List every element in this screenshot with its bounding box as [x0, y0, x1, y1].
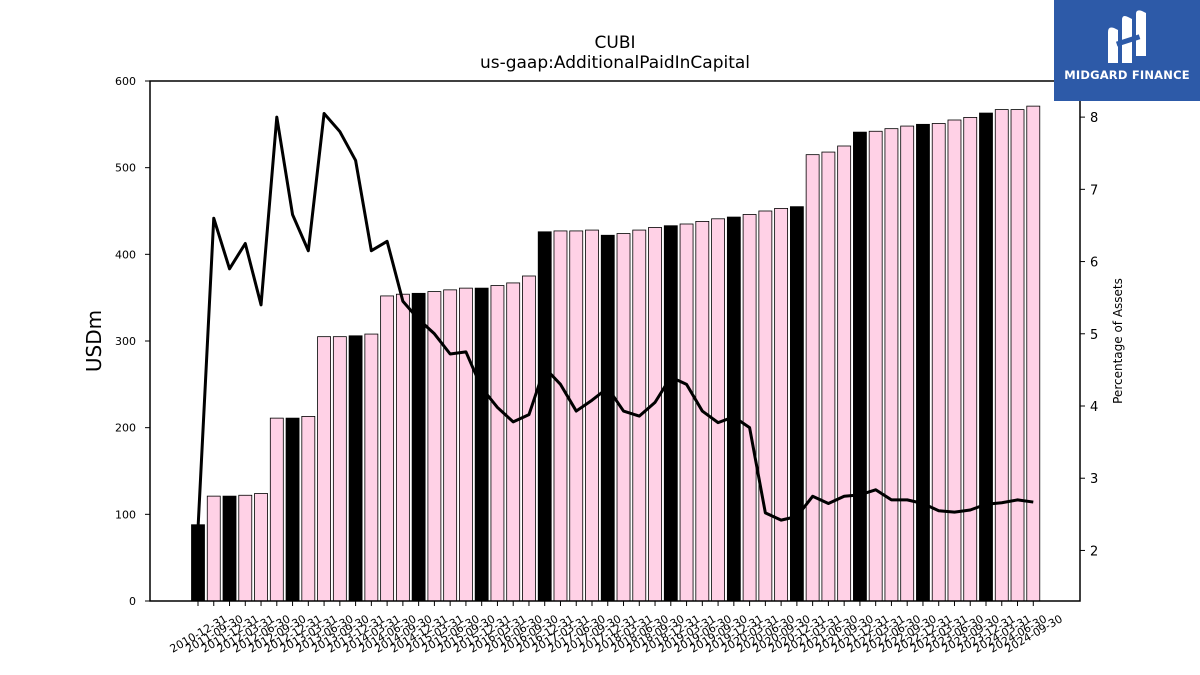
chart-title: CUBI [595, 33, 636, 53]
bar-2011-12-31 [222, 495, 237, 602]
y2-tick-label: 3 [1090, 472, 1098, 487]
bar-2015-09-30 [459, 287, 473, 602]
y-tick-label: 500 [115, 162, 136, 175]
y-tick-label: 300 [115, 335, 136, 348]
y2-tick-label: 7 [1090, 183, 1098, 198]
y2-axis-label: Percentage of Assets [1111, 278, 1125, 404]
bar-2018-09-30 [648, 227, 662, 602]
right-axis-ticks: 2 3 4 5 6 7 8 [1080, 111, 1098, 559]
bar-2022-09-30 [900, 125, 915, 602]
bar-2024-06-30 [1010, 109, 1025, 602]
bar-2023-12-31 [979, 112, 993, 602]
bar-2013-03-31 [301, 415, 316, 602]
chart-subtitle: us-gaap:AdditionalPaidInCapital [480, 53, 750, 73]
bar-2012-09-30 [269, 417, 284, 602]
y2-tick-label: 4 [1090, 400, 1098, 415]
bar-2016-06-30 [506, 282, 521, 602]
y2-tick-label: 5 [1090, 328, 1098, 343]
bar-2023-03-31 [931, 123, 946, 602]
bar-2020-12-31 [789, 206, 804, 602]
bar-2014-03-31 [364, 333, 379, 602]
y-tick-label: 600 [115, 75, 136, 88]
bar-2013-09-30 [332, 336, 347, 602]
x-axis-ticks: 2010-12-312011-09-302011-12-312012-03-31… [168, 601, 1065, 656]
bar-2020-06-30 [758, 210, 773, 602]
bar-2022-12-31 [916, 123, 930, 602]
bar-2021-09-30 [837, 145, 852, 602]
bar-2021-06-30 [821, 151, 836, 602]
bar-2014-06-30 [380, 295, 395, 602]
y-tick-label: 100 [115, 508, 136, 521]
bar-2018-03-31 [616, 233, 631, 602]
bar-series [191, 105, 1041, 602]
midgard-m-logo-icon [1108, 10, 1146, 63]
y-tick-label: 200 [115, 422, 136, 435]
bar-2024-09-30 [1026, 105, 1041, 602]
left-axis-ticks: 0 100 200 300 400 500 600 [115, 75, 150, 608]
bar-2018-12-31 [663, 225, 678, 602]
bar-2020-03-31 [742, 214, 757, 602]
bar-2023-06-30 [947, 119, 962, 602]
y2-tick-label: 6 [1090, 256, 1098, 271]
bar-2010-12-31 [191, 524, 205, 602]
bar-2011-09-30 [206, 495, 221, 602]
midgard-finance-logo: MIDGARD FINANCE [1054, 0, 1200, 101]
bar-2017-09-30 [585, 229, 599, 602]
bar-2024-03-31 [994, 109, 1009, 602]
bar-2014-12-31 [411, 292, 426, 602]
y-axis-label: USDm [82, 310, 106, 372]
y-tick-label: 400 [115, 248, 136, 261]
bar-2019-09-30 [711, 218, 725, 602]
logo-text: MIDGARD FINANCE [1064, 68, 1190, 82]
bar-2017-06-30 [569, 230, 584, 602]
bar-2016-09-30 [522, 275, 536, 602]
y2-tick-label: 8 [1090, 111, 1098, 126]
bar-2016-03-31 [490, 285, 505, 602]
line-series [196, 112, 1034, 529]
bar-2015-06-30 [443, 289, 458, 602]
bar-2021-03-31 [805, 154, 820, 602]
bar-2013-06-30 [317, 336, 331, 602]
bar-2019-12-31 [726, 216, 741, 602]
bar-2012-06-30 [254, 493, 268, 602]
bar-2014-09-30 [395, 293, 410, 602]
y-tick-label: 0 [129, 595, 136, 608]
bar-2017-12-31 [600, 234, 615, 602]
bar-2022-03-31 [868, 130, 883, 602]
bar-2013-12-31 [348, 335, 363, 602]
bar-2022-06-30 [884, 128, 899, 602]
bar-2012-03-31 [238, 494, 253, 602]
bar-2015-12-31 [474, 287, 489, 602]
bar-2020-09-30 [774, 207, 789, 602]
bar-2019-03-31 [679, 223, 694, 602]
bar-2012-12-31 [285, 417, 300, 602]
bar-2021-12-31 [853, 131, 867, 602]
bar-2023-09-30 [963, 117, 978, 602]
bar-2017-03-31 [553, 230, 568, 602]
y2-tick-label: 2 [1090, 544, 1098, 559]
bar-2016-12-31 [537, 231, 552, 602]
